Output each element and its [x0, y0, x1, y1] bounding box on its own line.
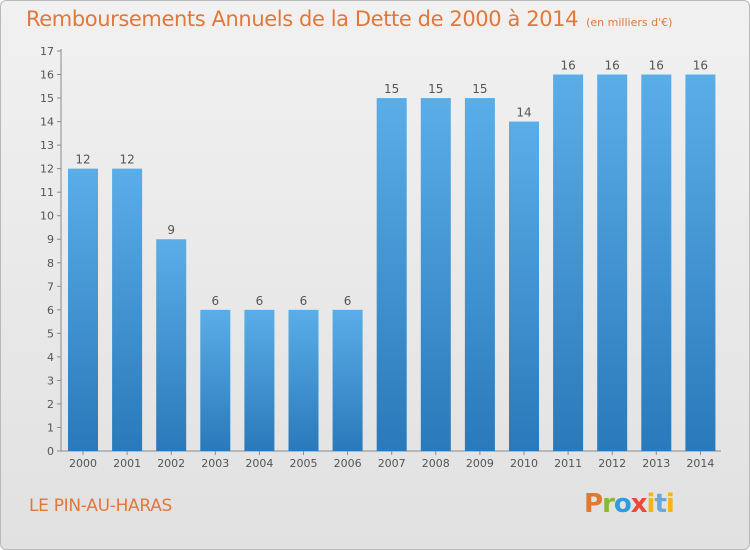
x-tick-label: 2012 — [598, 457, 626, 470]
y-tick-label: 3 — [47, 374, 54, 387]
bar — [244, 309, 275, 451]
bar-value-label: 6 — [300, 294, 308, 308]
bar — [464, 98, 495, 451]
bar — [597, 74, 628, 451]
logo-letter: P — [584, 489, 603, 519]
x-tick-label: 2000 — [69, 457, 97, 470]
bar-value-label: 14 — [516, 106, 531, 120]
y-tick-label: 8 — [47, 257, 54, 270]
bar — [641, 74, 672, 451]
x-tick-label: 2006 — [334, 457, 362, 470]
x-tick-label: 2004 — [245, 457, 273, 470]
x-tick-label: 2003 — [201, 457, 229, 470]
y-tick-label: 4 — [47, 351, 54, 364]
bar-value-label: 6 — [256, 294, 264, 308]
y-tick-label: 17 — [40, 45, 54, 58]
x-tick-label: 2011 — [554, 457, 582, 470]
bar — [420, 98, 451, 451]
y-tick-label: 9 — [47, 233, 54, 246]
y-tick-label: 10 — [40, 210, 54, 223]
bar-value-label: 12 — [119, 153, 134, 167]
bar-value-label: 9 — [167, 223, 175, 237]
y-tick-label: 0 — [47, 445, 54, 458]
bar-value-label: 15 — [428, 82, 443, 96]
chart-title: Remboursements Annuels de la Dette de 20… — [26, 7, 672, 31]
bar — [553, 74, 584, 451]
x-tick-label: 2009 — [466, 457, 494, 470]
x-tick-label: 2014 — [686, 457, 714, 470]
bar-value-label: 16 — [649, 59, 664, 73]
bar — [332, 309, 363, 451]
y-tick-label: 2 — [47, 398, 54, 411]
bar-value-label: 15 — [472, 82, 487, 96]
logo-letter: t — [654, 489, 666, 519]
x-tick-label: 2001 — [113, 457, 141, 470]
logo-letter: x — [630, 489, 648, 519]
y-tick-label: 14 — [40, 116, 54, 129]
bar — [112, 168, 143, 451]
y-tick-label: 11 — [40, 186, 54, 199]
bar — [68, 168, 98, 451]
x-tick-label: 2013 — [642, 457, 670, 470]
bar — [509, 121, 539, 452]
logo-letter: i — [646, 489, 656, 519]
bar-value-label: 6 — [344, 294, 352, 308]
bar — [288, 309, 319, 451]
y-tick-label: 12 — [40, 163, 54, 176]
logo-letter: r — [602, 489, 615, 519]
data-labels: 12 12 9 6 6 6 6 15 15 15 14 16 16 16 16 — [75, 59, 708, 308]
y-tick-label: 13 — [40, 139, 54, 152]
x-tick-label: 2002 — [157, 457, 185, 470]
y-tick-label: 7 — [47, 280, 54, 293]
y-tick-label: 6 — [47, 304, 54, 317]
bar — [156, 239, 187, 451]
bar-value-label: 15 — [384, 82, 399, 96]
bars — [68, 74, 716, 452]
y-tick-label: 16 — [40, 69, 54, 82]
x-tick-label: 2008 — [422, 457, 450, 470]
bar-value-label: 6 — [211, 294, 219, 308]
y-tick-label: 5 — [47, 327, 54, 340]
x-tick-label: 2005 — [290, 457, 318, 470]
bar-value-label: 16 — [560, 59, 575, 73]
chart-title-text: Remboursements Annuels de la Dette de 20… — [26, 7, 579, 31]
y-tick-label: 15 — [40, 92, 54, 105]
bar-value-label: 12 — [75, 153, 90, 167]
logo-letter: o — [613, 489, 632, 519]
bar — [685, 74, 716, 451]
y-tick-label: 1 — [47, 421, 54, 434]
proxiti-logo: Proxiti — [584, 489, 675, 519]
x-tick-label: 2007 — [378, 457, 406, 470]
x-tick-label: 2010 — [510, 457, 538, 470]
bar-value-label: 16 — [605, 59, 620, 73]
bar — [200, 309, 231, 451]
bar — [376, 98, 407, 451]
chart-unit-note: (en milliers d'€) — [586, 16, 673, 29]
logo-letter: i — [665, 489, 675, 519]
place-name: LE PIN-AU-HARAS — [29, 496, 173, 516]
bar-value-label: 16 — [693, 59, 708, 73]
